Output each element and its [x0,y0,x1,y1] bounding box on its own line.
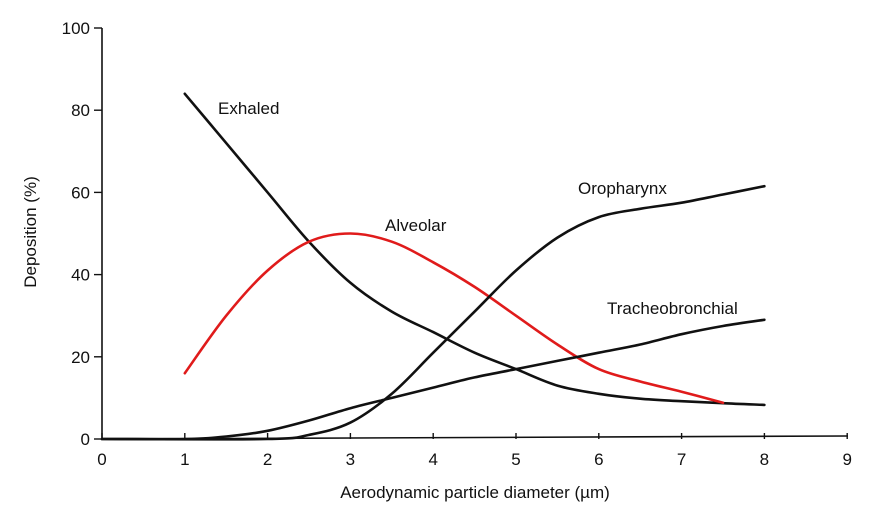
x-tick-label: 3 [346,450,355,469]
series-line-tracheobronchial [100,318,766,441]
series-labels: Exhaled Alveolar Oropharynx Tracheobronchia… [218,99,738,318]
x-tick-label: 0 [97,450,106,469]
x-tick-label: 9 [842,450,851,469]
x-tick-label: 2 [263,450,272,469]
series-label-alveolar: Alveolar [385,216,447,235]
tick-labels: 0 1 2 3 4 5 6 7 8 9 0 20 40 60 80 100 [62,19,852,469]
series-line-oropharynx [100,184,766,441]
series-line-exhaled [183,92,766,407]
y-tick-label: 100 [62,19,90,38]
series-label-exhaled: Exhaled [218,99,279,118]
x-axis-title: Aerodynamic particle diameter (µm) [340,483,610,502]
y-tick-label: 60 [71,183,90,202]
x-tick-label: 5 [511,450,520,469]
x-tick-label: 6 [594,450,603,469]
y-tick-label: 80 [71,101,90,120]
series-label-oropharynx: Oropharynx [578,179,667,198]
tick-marks [94,27,848,440]
x-tick-label: 4 [428,450,437,469]
y-tick-label: 40 [71,266,90,285]
y-axis-title: Deposition (%) [21,176,40,288]
series-line-alveolar [183,232,725,405]
y-tick-label: 0 [81,430,90,449]
series-lines [100,92,766,441]
y-tick-label: 20 [71,348,90,367]
x-tick-label: 8 [760,450,769,469]
series-label-tracheobronchial: Tracheobronchial [607,299,738,318]
x-tick-label: 7 [677,450,686,469]
x-tick-label: 1 [180,450,189,469]
